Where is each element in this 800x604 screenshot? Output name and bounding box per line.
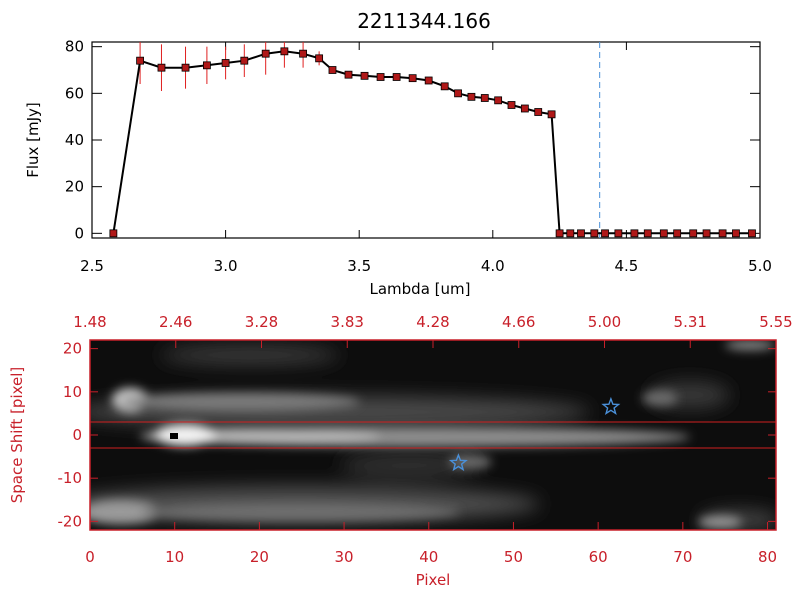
flux-marker [344, 70, 353, 79]
bottom-x-tick-label: 60 [589, 548, 608, 566]
flux-marker [577, 229, 585, 238]
flux-marker [732, 229, 740, 238]
bottom-x-tick-label: 30 [335, 548, 354, 566]
flux-series-line [112, 50, 752, 235]
x-tick-label: 2.5 [80, 257, 104, 275]
flux-marker [360, 71, 369, 80]
star-marker [448, 453, 468, 472]
top-axes: 2.5 3.0 3.5 4.0 4.5 5.0 0 20 40 60 80 [65, 38, 772, 275]
y-tick-label: 60 [65, 84, 84, 102]
top-axis-tick-label: 5.55 [759, 313, 792, 331]
bottom-x-tick-label: 50 [504, 548, 523, 566]
flux-marker [520, 104, 529, 113]
flux-marker [659, 229, 668, 238]
bottom-y-axis-label: Space Shift [pixel] [8, 367, 26, 504]
image-trace [90, 340, 775, 528]
dead-pixel [170, 433, 178, 439]
top-axis-tick-label: 4.66 [502, 313, 535, 331]
flux-marker [547, 110, 556, 119]
x-tick-label: 3.0 [214, 257, 238, 275]
flux-marker [157, 63, 166, 72]
flux-marker [315, 54, 324, 63]
flux-marker [590, 229, 599, 238]
flux-marker [454, 89, 462, 98]
bottom-x-tick-label: 20 [250, 548, 269, 566]
bottom-x-axis-label: Pixel [416, 571, 451, 589]
y-tick-label: 20 [65, 178, 84, 196]
flux-marker [136, 56, 144, 65]
flux-marker [221, 59, 230, 67]
bottom-x-tick-label: 80 [758, 548, 777, 566]
flux-marker [507, 101, 516, 109]
bottom-axes: 0 10 20 30 40 50 60 70 80 1.48 2.46 3.28 3.83 4.28 4.6… [58, 313, 793, 566]
flux-marker [376, 73, 385, 81]
flux-marker [534, 108, 543, 116]
top-axis-tick-label: 4.28 [416, 313, 449, 331]
bottom-x-tick-label: 70 [673, 548, 692, 566]
flux-marker [408, 74, 417, 83]
star-marker [601, 396, 621, 416]
flux-marker [109, 229, 118, 238]
flux-marker [718, 229, 727, 238]
bottom-y-tick-label: 0 [72, 426, 82, 444]
bottom-y-tick-label: 20 [63, 340, 82, 358]
spectral-image [90, 340, 776, 530]
flux-marker [328, 66, 337, 74]
flux-marker [280, 47, 289, 56]
top-plot-frame [91, 41, 761, 239]
x-tick-label: 4.0 [481, 257, 505, 275]
bottom-y-tick-label: -10 [58, 469, 83, 487]
bottom-y-tick-label: -20 [58, 512, 83, 530]
bottom-x-tick-label: 10 [165, 548, 184, 566]
top-axis-tick-label: 5.00 [588, 313, 621, 331]
top-axis-tick-label: 3.83 [331, 313, 364, 331]
flux-marker [202, 61, 211, 70]
flux-marker [614, 229, 623, 238]
flux-marker [601, 229, 609, 238]
flux-marker [566, 229, 575, 238]
y-tick-label: 80 [65, 38, 84, 56]
x-tick-label: 4.5 [614, 257, 638, 275]
source-stars [448, 396, 621, 472]
flux-marker [392, 73, 401, 81]
x-tick-label: 3.5 [347, 257, 371, 275]
flux-marker [673, 229, 682, 238]
chart-title: 2211344.166 [357, 9, 491, 33]
bottom-y-tick-label: 10 [63, 383, 82, 401]
top-axis-tick-label: 5.31 [674, 313, 707, 331]
flux-marker [424, 76, 433, 85]
flux-marker [261, 49, 270, 58]
y-tick-label: 0 [74, 224, 84, 242]
flux-marker [689, 229, 698, 238]
top-axis-tick-label: 3.28 [245, 313, 278, 331]
flux-markers [109, 47, 756, 238]
flux-marker [240, 56, 249, 65]
flux-marker [630, 229, 639, 238]
flux-marker [467, 92, 476, 101]
bottom-x-tick-label: 0 [85, 548, 95, 566]
flux-marker [181, 63, 190, 72]
flux-marker [643, 229, 652, 238]
flux-marker [440, 82, 449, 91]
flux-marker [299, 49, 307, 58]
bottom-x-tick-label: 40 [419, 548, 438, 566]
top-y-axis-label: Flux [mJy] [24, 102, 42, 178]
top-axis-tick-label: 1.48 [73, 313, 106, 331]
top-x-axis-label: Lambda [um] [370, 280, 471, 298]
flux-marker [494, 96, 503, 105]
flux-marker [480, 94, 489, 102]
flux-marker [748, 229, 756, 238]
flux-marker [555, 229, 564, 238]
top-axis-tick-label: 2.46 [159, 313, 192, 331]
y-tick-label: 40 [65, 131, 84, 149]
x-tick-label: 5.0 [748, 257, 772, 275]
flux-marker [702, 229, 711, 238]
